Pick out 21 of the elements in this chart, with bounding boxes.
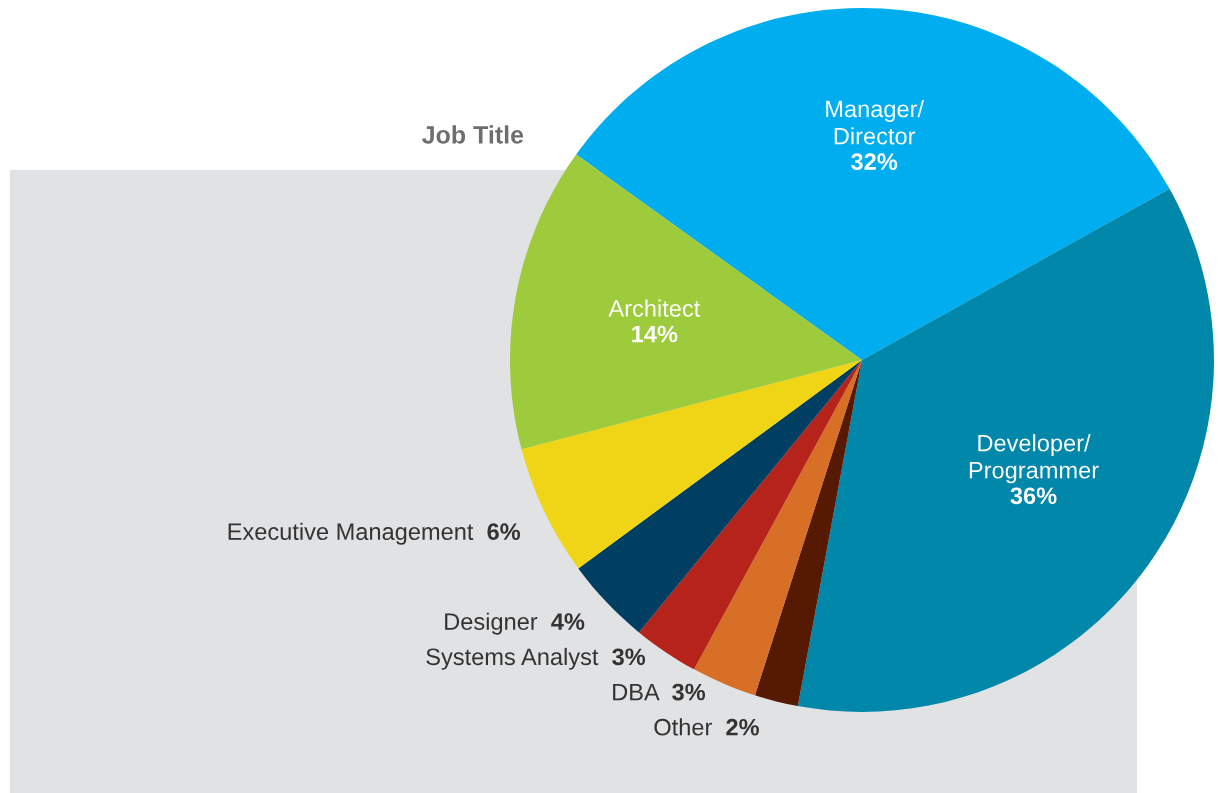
data-label: 32%	[851, 153, 898, 171]
data-label: 36%	[1010, 487, 1057, 505]
slice-label: Designer	[445, 612, 538, 635]
data-label: 3%	[612, 648, 646, 666]
data-label: 6%	[487, 523, 521, 541]
data-label: 4%	[551, 613, 585, 630]
slice-label: DBA	[613, 683, 660, 701]
data-label: 14%	[632, 325, 678, 343]
pie-slice	[754, 360, 862, 707]
data-label: 2%	[726, 718, 759, 736]
text: Job Title	[422, 125, 524, 144]
pie-slice	[797, 188, 1214, 712]
slice-label: Executive Management	[228, 522, 474, 545]
slice-label: Architect	[608, 299, 701, 317]
slice-label: Other	[654, 718, 712, 736]
data-label: 3%	[672, 683, 706, 701]
pie-slice	[521, 360, 862, 569]
pie-slice	[576, 8, 1170, 360]
slice-label: Manager/ Director	[826, 100, 925, 145]
slice-label: Systems Analyst	[426, 647, 599, 670]
slice-label: Developer/ Programmer	[969, 434, 1099, 484]
